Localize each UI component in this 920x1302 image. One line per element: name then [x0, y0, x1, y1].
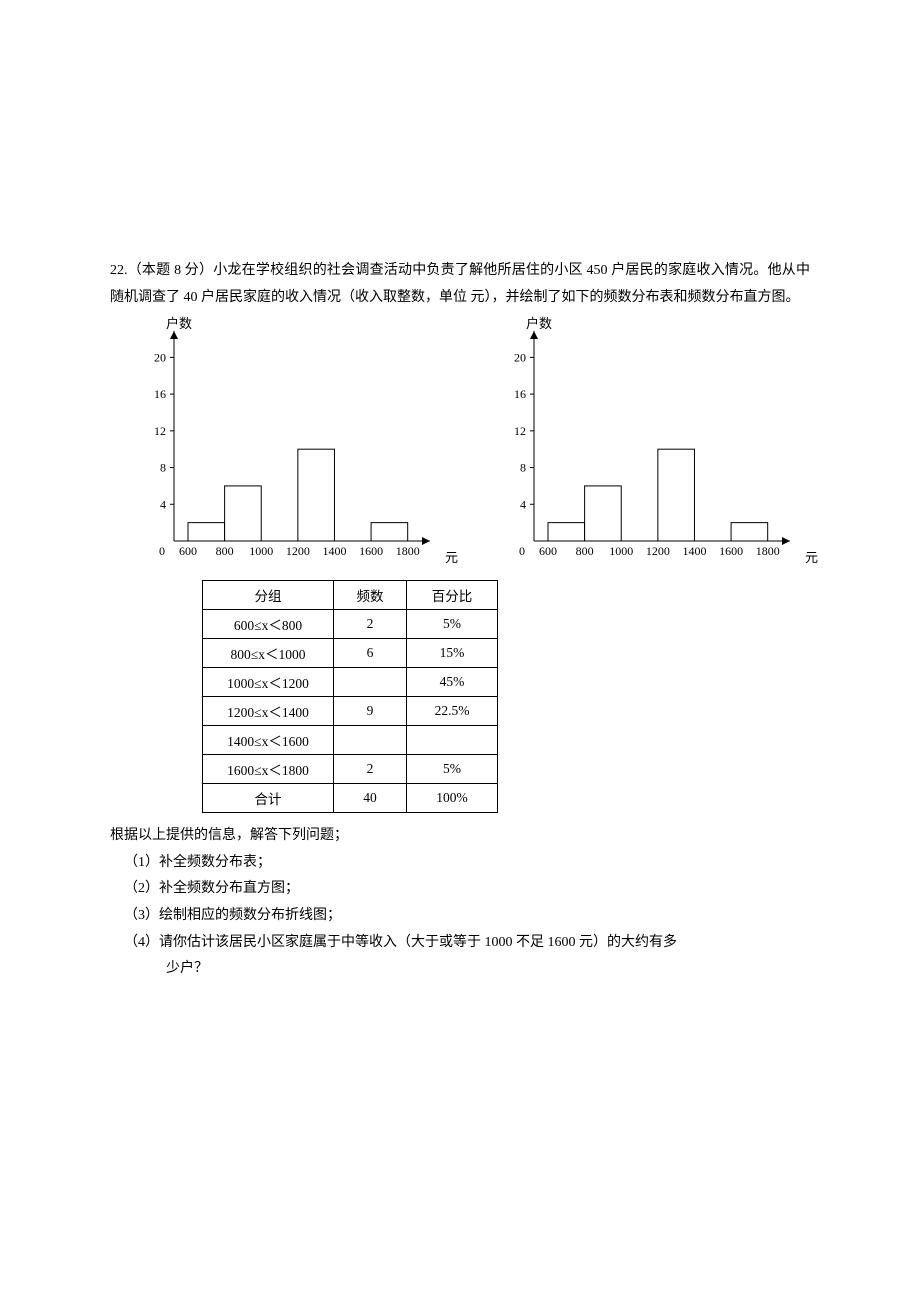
- table-cell: 22.5%: [407, 697, 498, 726]
- y-axis-label: 户数: [526, 313, 552, 332]
- frequency-table-wrap: 分组频数百分比600≤x＜80025%800≤x＜1000615%1000≤x＜…: [202, 580, 810, 813]
- table-cell: 45%: [407, 668, 498, 697]
- svg-text:12: 12: [154, 424, 166, 438]
- histogram-right: 户数 04812162060080010001200140016001800 元: [500, 317, 800, 572]
- svg-text:0: 0: [519, 544, 525, 558]
- table-cell: 6: [334, 639, 407, 668]
- svg-text:1800: 1800: [756, 544, 780, 558]
- table-cell: 100%: [407, 784, 498, 813]
- svg-text:1400: 1400: [682, 544, 706, 558]
- svg-text:16: 16: [514, 387, 526, 401]
- svg-text:800: 800: [216, 544, 234, 558]
- table-cell: 600≤x＜800: [203, 610, 334, 639]
- charts-row: 户数 04812162060080010001200140016001800 元…: [140, 317, 810, 572]
- svg-text:16: 16: [154, 387, 166, 401]
- svg-text:600: 600: [539, 544, 557, 558]
- svg-text:8: 8: [160, 461, 166, 475]
- table-cell: 1400≤x＜1600: [203, 726, 334, 755]
- svg-text:1800: 1800: [396, 544, 420, 558]
- x-axis-label: 元: [445, 547, 458, 566]
- question-4-line2: 少户？: [110, 956, 810, 983]
- svg-text:1000: 1000: [249, 544, 273, 558]
- svg-text:800: 800: [576, 544, 594, 558]
- question-3: （3）绘制相应的频数分布折线图；: [110, 903, 810, 930]
- histogram-left: 户数 04812162060080010001200140016001800 元: [140, 317, 440, 572]
- svg-text:4: 4: [160, 497, 166, 511]
- table-row: 800≤x＜1000615%: [203, 639, 498, 668]
- table-cell: 40: [334, 784, 407, 813]
- question-2: （2）补全频数分布直方图；: [110, 876, 810, 903]
- table-cell: 5%: [407, 610, 498, 639]
- table-row: 1200≤x＜1400922.5%: [203, 697, 498, 726]
- svg-text:4: 4: [520, 497, 526, 511]
- question-1: （1）补全频数分布表；: [110, 850, 810, 877]
- table-cell: 800≤x＜1000: [203, 639, 334, 668]
- problem-points: （本题 8 分）: [128, 263, 214, 278]
- table-row: 600≤x＜80025%: [203, 610, 498, 639]
- problem-statement: 22.（本题 8 分）小龙在学校组织的社会调查活动中负责了解他所居住的小区 45…: [110, 258, 810, 311]
- y-axis-label: 户数: [166, 313, 192, 332]
- problem-number: 22.: [110, 263, 128, 278]
- svg-text:1600: 1600: [359, 544, 383, 558]
- table-header: 百分比: [407, 581, 498, 610]
- problem-body: 小龙在学校组织的社会调查活动中负责了解他所居住的小区 450 户居民的家庭收入情…: [110, 263, 810, 305]
- table-row: 1600≤x＜180025%: [203, 755, 498, 784]
- svg-text:12: 12: [514, 424, 526, 438]
- svg-text:600: 600: [179, 544, 197, 558]
- svg-text:0: 0: [159, 544, 165, 558]
- table-row: 1000≤x＜1200 45%: [203, 668, 498, 697]
- frequency-table: 分组频数百分比600≤x＜80025%800≤x＜1000615%1000≤x＜…: [202, 580, 498, 813]
- svg-text:1400: 1400: [322, 544, 346, 558]
- table-cell: [407, 726, 498, 755]
- table-cell: [334, 668, 407, 697]
- table-cell: 1200≤x＜1400: [203, 697, 334, 726]
- table-row: 合计40100%: [203, 784, 498, 813]
- table-cell: 15%: [407, 639, 498, 668]
- svg-text:1200: 1200: [286, 544, 310, 558]
- svg-text:1200: 1200: [646, 544, 670, 558]
- questions-lead: 根据以上提供的信息，解答下列问题；: [110, 823, 810, 850]
- table-cell: 5%: [407, 755, 498, 784]
- table-cell: 1600≤x＜1800: [203, 755, 334, 784]
- svg-text:20: 20: [154, 351, 166, 365]
- table-header: 分组: [203, 581, 334, 610]
- svg-text:1600: 1600: [719, 544, 743, 558]
- svg-text:20: 20: [514, 351, 526, 365]
- table-cell: 2: [334, 610, 407, 639]
- questions-block: 根据以上提供的信息，解答下列问题； （1）补全频数分布表； （2）补全频数分布直…: [110, 823, 810, 983]
- table-cell: 合计: [203, 784, 334, 813]
- table-cell: [334, 726, 407, 755]
- table-cell: 2: [334, 755, 407, 784]
- x-axis-label: 元: [805, 547, 818, 566]
- svg-text:1000: 1000: [609, 544, 633, 558]
- table-header: 频数: [334, 581, 407, 610]
- question-4-line1: （4）请你估计该居民小区家庭属于中等收入（大于或等于 1000 不足 1600 …: [110, 930, 810, 957]
- table-cell: 9: [334, 697, 407, 726]
- svg-text:8: 8: [520, 461, 526, 475]
- table-row: 1400≤x＜1600: [203, 726, 498, 755]
- table-cell: 1000≤x＜1200: [203, 668, 334, 697]
